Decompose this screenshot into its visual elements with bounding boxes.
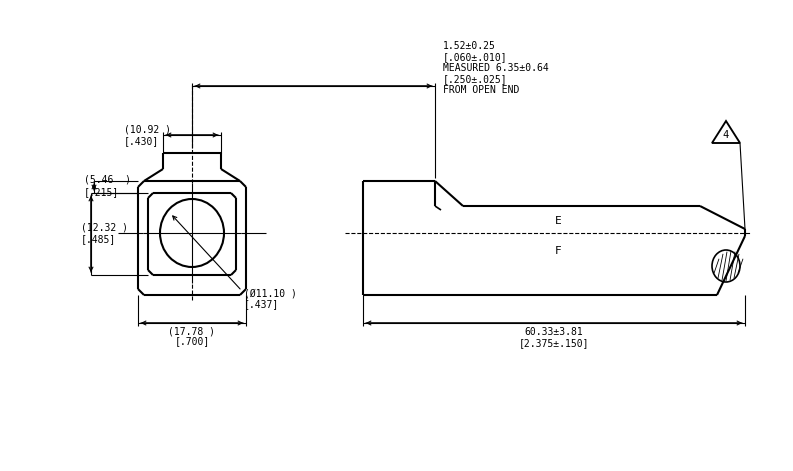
Text: [.485]: [.485] (81, 234, 117, 244)
Text: MEASURED 6.35±0.64: MEASURED 6.35±0.64 (443, 63, 549, 73)
Text: 4: 4 (723, 130, 729, 140)
Text: 1.52±0.25: 1.52±0.25 (443, 41, 496, 51)
Text: (10.92 ): (10.92 ) (124, 125, 171, 135)
Text: [.215]: [.215] (84, 187, 119, 197)
Text: (17.78 ): (17.78 ) (168, 326, 216, 336)
Text: (Ø11.10 ): (Ø11.10 ) (244, 288, 297, 298)
Text: [.700]: [.700] (174, 336, 209, 346)
Text: [.250±.025]: [.250±.025] (443, 74, 508, 84)
Text: FROM OPEN END: FROM OPEN END (443, 85, 519, 95)
Text: (12.32 ): (12.32 ) (81, 222, 128, 232)
Text: 60.33±3.81: 60.33±3.81 (525, 327, 584, 337)
Text: (5.46  ): (5.46 ) (84, 175, 131, 185)
Text: [.430]: [.430] (124, 136, 159, 146)
Text: F: F (554, 246, 561, 256)
Text: [.437]: [.437] (244, 299, 279, 309)
Text: E: E (554, 216, 561, 226)
Text: [2.375±.150]: [2.375±.150] (519, 338, 589, 348)
Text: [.060±.010]: [.060±.010] (443, 52, 508, 62)
